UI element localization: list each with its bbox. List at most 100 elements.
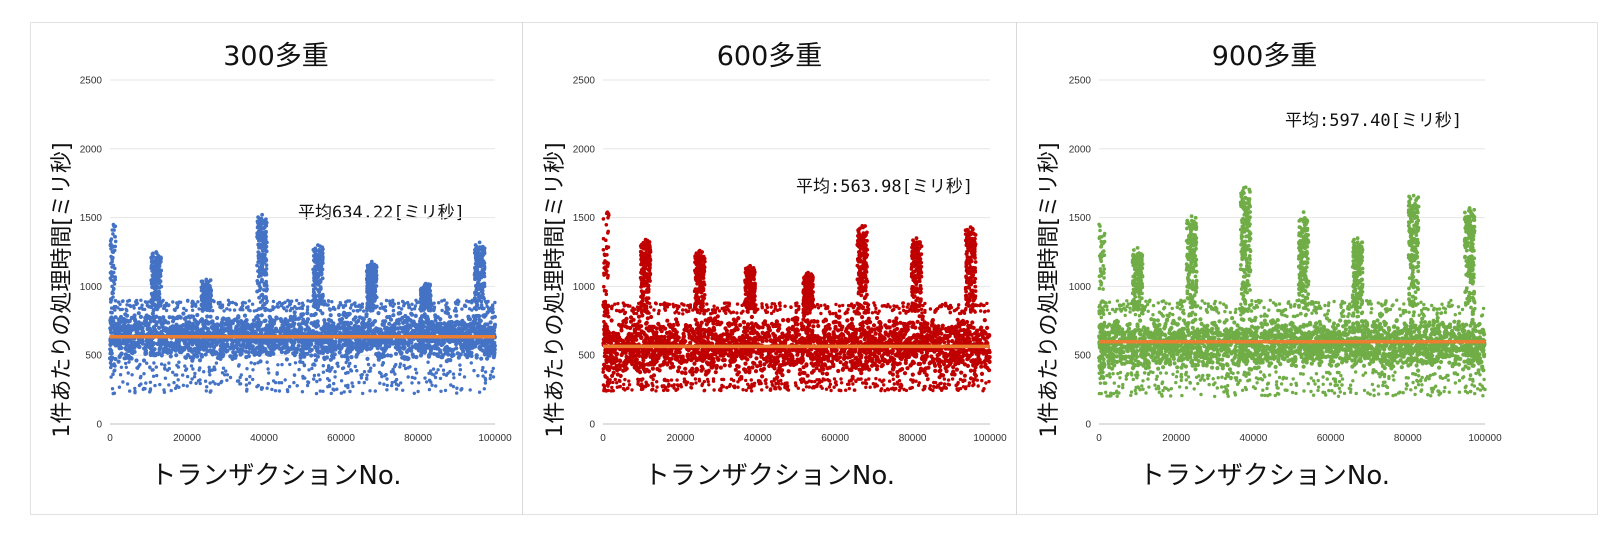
data-point: [432, 301, 436, 305]
data-point: [479, 356, 484, 361]
data-point: [257, 225, 262, 229]
data-point: [404, 320, 409, 325]
data-point: [331, 323, 336, 328]
data-point: [393, 364, 397, 369]
data-point: [442, 372, 446, 376]
data-point: [265, 327, 270, 332]
data-point: [220, 303, 225, 307]
data-point: [163, 363, 167, 367]
data-point: [150, 254, 155, 258]
data-point: [224, 369, 228, 373]
data-point: [292, 310, 297, 315]
data-point: [316, 243, 320, 248]
data-point: [487, 330, 492, 335]
data-point: [109, 298, 114, 302]
data-point: [427, 387, 432, 392]
data-point: [126, 299, 130, 303]
data-point: [348, 389, 352, 394]
data-point: [110, 257, 115, 261]
data-point: [144, 381, 148, 385]
data-point: [383, 374, 387, 378]
data-point: [256, 221, 260, 226]
data-point: [165, 368, 170, 372]
data-point: [348, 361, 352, 366]
data-point: [111, 287, 116, 292]
data-point: [314, 341, 319, 346]
data-point: [440, 308, 444, 313]
data-point: [481, 281, 486, 286]
data-point: [399, 381, 403, 385]
data-point: [128, 338, 133, 343]
data-point: [125, 303, 129, 307]
data-point: [245, 387, 249, 391]
data-point: [111, 338, 115, 343]
data-point: [310, 366, 314, 371]
data-point: [479, 275, 484, 280]
data-point: [228, 375, 233, 380]
data-point: [113, 234, 117, 239]
data-point: [263, 256, 268, 261]
y-tick-label: 0: [589, 420, 595, 431]
data-point: [124, 318, 129, 323]
data-point: [472, 306, 477, 311]
data-point: [124, 365, 128, 369]
data-point: [422, 330, 427, 336]
data-point: [483, 370, 488, 374]
data-point: [197, 368, 201, 372]
data-point: [219, 380, 223, 385]
data-point: [465, 355, 470, 360]
data-point: [158, 259, 163, 264]
data-point: [255, 263, 259, 268]
data-point: [198, 381, 202, 386]
data-point: [292, 340, 297, 345]
data-point: [360, 305, 364, 309]
data-point: [392, 324, 397, 330]
data-point: [208, 381, 212, 385]
data-point: [722, 363, 727, 368]
data-point: [288, 308, 292, 313]
data-point: [284, 341, 289, 346]
data-point: [122, 329, 127, 334]
data-point: [155, 266, 159, 271]
data-point: [378, 327, 383, 332]
data-point: [344, 321, 349, 326]
data-point: [325, 368, 329, 373]
data-point: [225, 373, 230, 377]
data-point: [418, 317, 423, 322]
data-point: [266, 343, 271, 349]
data-point: [260, 292, 265, 297]
data-point: [159, 329, 164, 334]
data-point: [446, 358, 451, 363]
data-point: [488, 320, 493, 325]
data-point: [211, 345, 217, 350]
data-point: [225, 378, 229, 382]
data-point: [385, 383, 389, 388]
data-point: [421, 324, 426, 329]
data-point: [166, 303, 171, 308]
data-point: [320, 292, 325, 297]
data-point: [311, 304, 316, 308]
data-point: [111, 232, 115, 236]
data-point: [128, 303, 132, 308]
data-point: [262, 318, 267, 324]
data-point: [313, 358, 318, 363]
data-point: [423, 281, 428, 286]
data-point: [330, 300, 334, 304]
data-point: [393, 372, 397, 376]
data-point: [317, 293, 321, 298]
chart-title: 600多重: [716, 41, 823, 72]
data-points: [107, 212, 498, 396]
data-point: [292, 327, 297, 332]
data-point: [110, 249, 115, 254]
data-point: [260, 220, 265, 225]
data-point: [319, 339, 325, 344]
data-point: [256, 327, 261, 332]
data-point: [243, 301, 248, 305]
data-point: [207, 368, 212, 372]
data-point: [157, 325, 162, 330]
data-point: [126, 324, 131, 329]
data-point: [277, 381, 281, 385]
data-point: [194, 304, 198, 308]
data-point: [126, 371, 130, 375]
data-point: [391, 298, 395, 302]
